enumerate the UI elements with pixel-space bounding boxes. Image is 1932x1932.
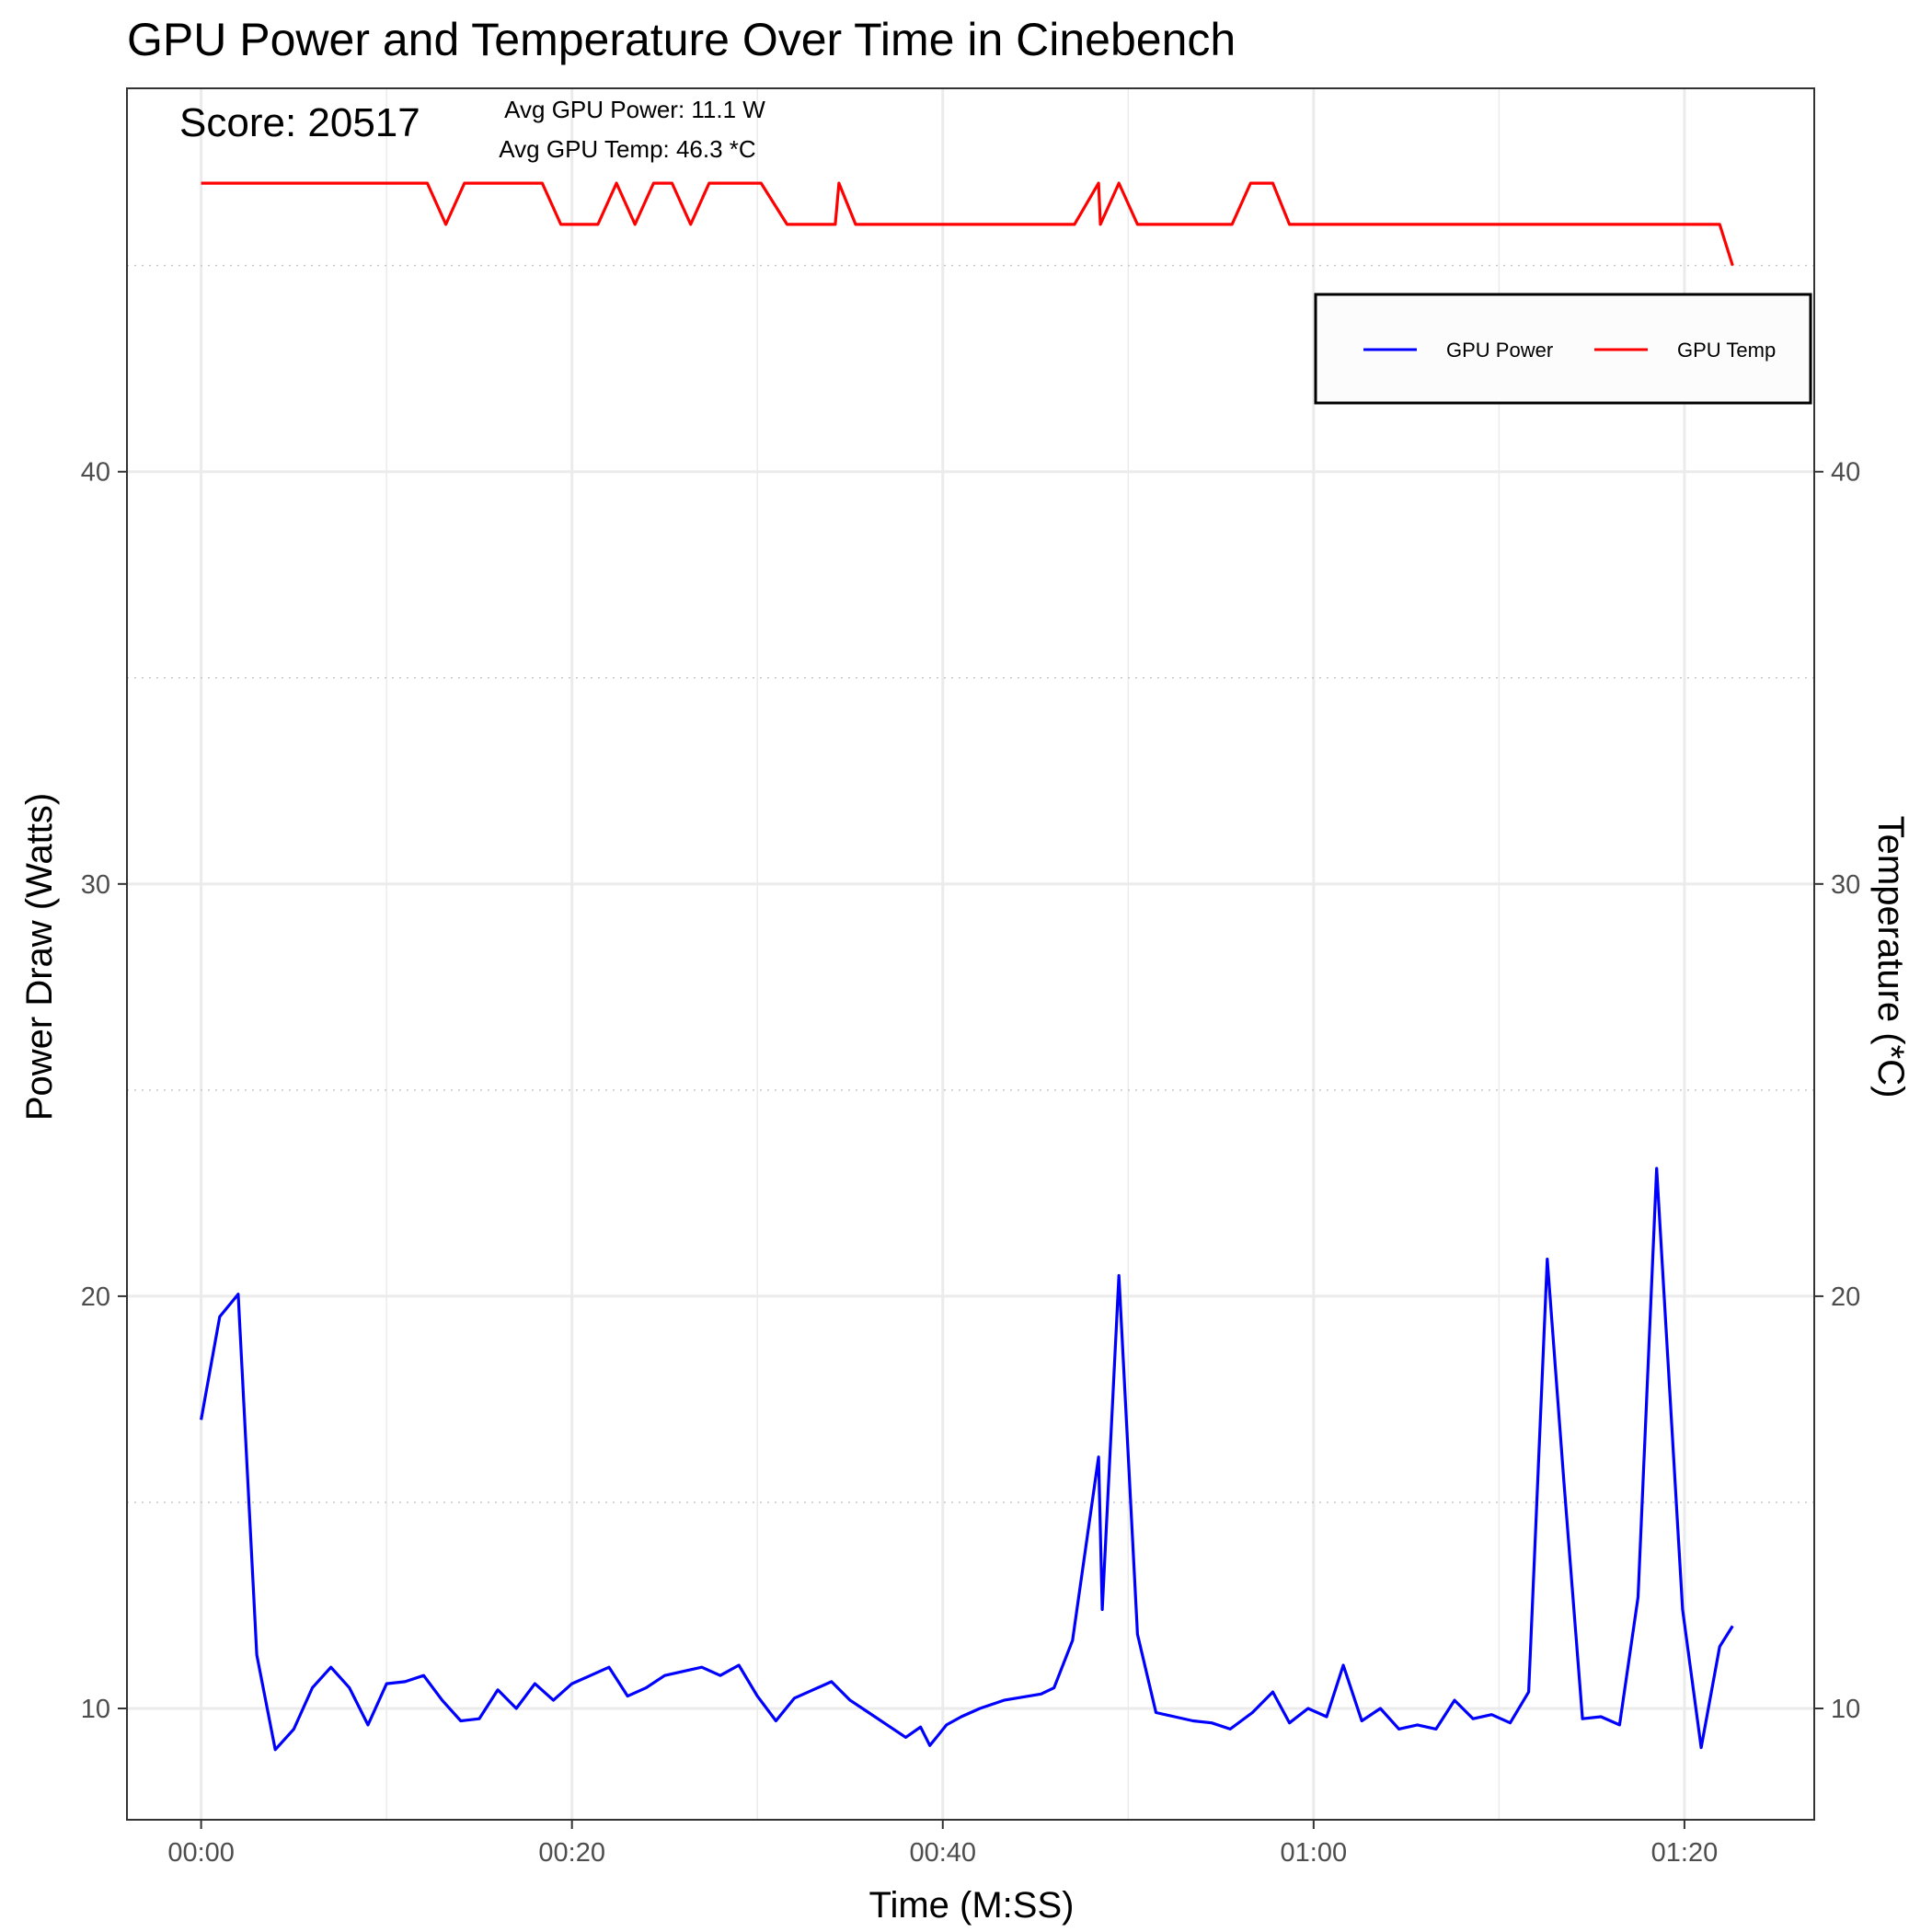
y2-tick-label: 10 xyxy=(1831,1695,1860,1724)
y-axis-title: Power Draw (Watts) xyxy=(19,793,60,1121)
y-tick-label: 30 xyxy=(81,870,110,900)
legend-label-gpu-power: GPU Power xyxy=(1446,339,1553,362)
avg-temp-annotation: Avg GPU Temp: 46.3 *C xyxy=(499,135,755,163)
chart-title: GPU Power and Temperature Over Time in C… xyxy=(127,14,1236,65)
avg-power-annotation: Avg GPU Power: 11.1 W xyxy=(504,96,765,123)
x-tick-label: 00:40 xyxy=(909,1838,976,1868)
x-tick-label: 01:00 xyxy=(1281,1838,1348,1868)
x-tick-label: 01:20 xyxy=(1651,1838,1719,1868)
axes-layer: 00:00 00:20 00:40 01:00 01:20 10 20 30 40 10 20 30 4… xyxy=(81,458,1861,1868)
y-tick-label: 10 xyxy=(81,1695,110,1724)
y2-tick-label: 30 xyxy=(1831,870,1860,900)
series-layer xyxy=(200,181,1734,1752)
y2-axis-title: Temperature (*C) xyxy=(1870,816,1911,1098)
y2-tick-label: 40 xyxy=(1831,458,1860,488)
x-tick-label: 00:00 xyxy=(167,1838,235,1868)
y-tick-label: 40 xyxy=(81,458,110,488)
gpu-temp-line xyxy=(201,181,1734,267)
grid-layer xyxy=(127,88,1814,1820)
y-tick-label: 20 xyxy=(81,1282,110,1312)
legend: GPU Power GPU Temp xyxy=(1314,293,1812,405)
y2-tick-label: 20 xyxy=(1831,1282,1860,1312)
score-annotation: Score: 20517 xyxy=(179,100,420,145)
gpu-power-line xyxy=(200,1167,1734,1752)
legend-label-gpu-temp: GPU Temp xyxy=(1677,339,1776,362)
x-tick-label: 00:20 xyxy=(538,1838,605,1868)
panel-border xyxy=(126,87,1815,1821)
x-axis-title: Time (M:SS) xyxy=(869,1885,1075,1926)
